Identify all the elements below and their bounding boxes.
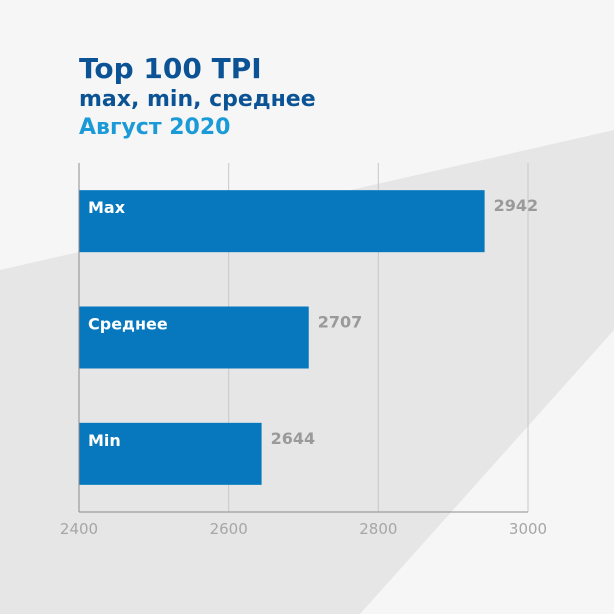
- x-tick-label-2600: 2600: [210, 520, 248, 538]
- chart-header: Top 100 TPI max, min, среднее Август 202…: [79, 52, 316, 142]
- bar-value-label-2: 2644: [271, 429, 316, 448]
- axes: [78, 163, 528, 513]
- x-tick-label-2800: 2800: [359, 520, 397, 538]
- bar-category-label-1: Среднее: [88, 315, 168, 334]
- labels: 2400 2600 2800 3000 Max 2942 Среднее 2707 Min 264…: [60, 196, 547, 538]
- chart-subtitle: max, min, среднее: [79, 87, 316, 112]
- bar-value-label-0: 2942: [494, 196, 539, 215]
- x-tick-label-3000: 3000: [509, 520, 547, 538]
- chart-period: Август 2020: [79, 115, 231, 140]
- chart-title: Top 100 TPI: [79, 52, 262, 85]
- bar-1: [79, 306, 309, 369]
- x-tick-label-2400: 2400: [60, 520, 98, 538]
- bar-category-label-2: Min: [88, 431, 121, 450]
- bar-category-label-0: Max: [88, 198, 126, 217]
- bar-2: [79, 422, 262, 485]
- bars: [79, 190, 485, 485]
- bar-0: [79, 190, 485, 253]
- bar-value-label-1: 2707: [318, 313, 363, 332]
